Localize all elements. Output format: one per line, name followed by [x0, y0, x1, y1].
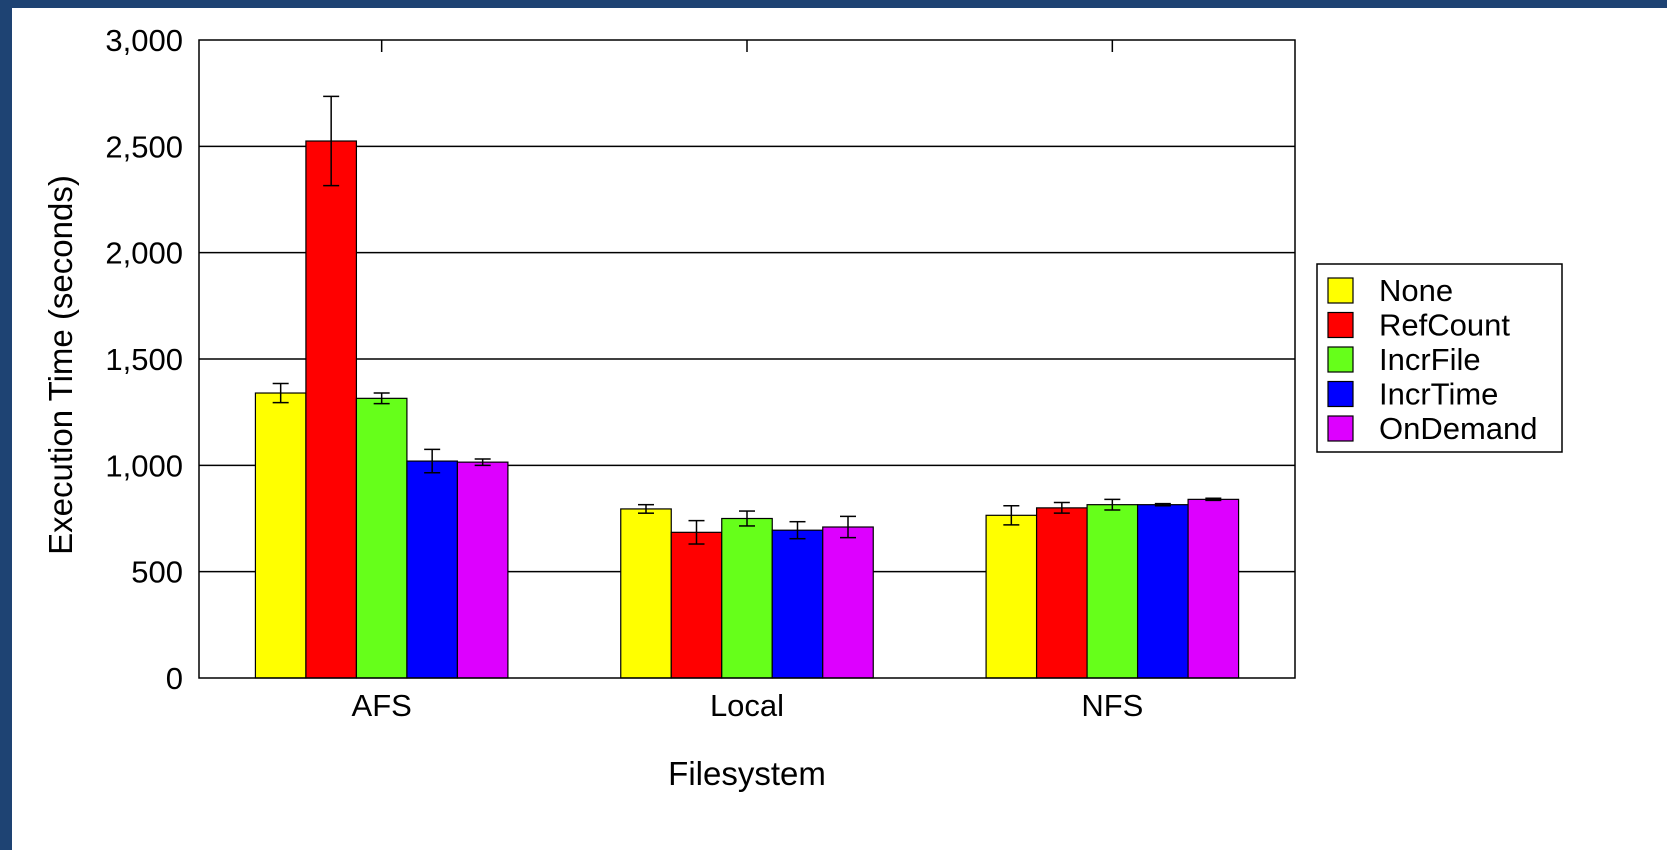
- legend-label-none: None: [1379, 273, 1453, 308]
- bar-incrfile-local: [721, 517, 773, 679]
- legend-swatch-refcount: [1327, 311, 1354, 339]
- legend-swatch-ondemand: [1327, 415, 1354, 442]
- bar-none-nfs: [985, 514, 1038, 679]
- legend-label-refcount: RefCount: [1379, 308, 1510, 343]
- y-tick-label: 500: [131, 555, 183, 590]
- axes: [198, 39, 1296, 679]
- error-bar: [688, 519, 705, 545]
- error-bar: [272, 382, 289, 404]
- legend-swatch-none: [1327, 277, 1354, 304]
- legend-label-incrtime: IncrTime: [1379, 377, 1498, 412]
- chart-frame: 0 500 1,000 1,500 2,000 2,500 3,000 AFS Local NF…: [12, 8, 1667, 850]
- bar-ondemand-nfs: [1187, 498, 1240, 679]
- y-tick-label: 2,000: [105, 236, 183, 271]
- bar-none-afs: [254, 392, 307, 679]
- y-tick-label: 2,500: [105, 129, 183, 164]
- error-bar: [424, 448, 441, 474]
- x-axis-title: Filesystem: [668, 755, 826, 792]
- bar-incrtime-local: [771, 529, 824, 679]
- bar-chart: 0 500 1,000 1,500 2,000 2,500 3,000 AFS Local NF…: [42, 23, 1563, 792]
- legend-box: [1316, 263, 1563, 453]
- bar-group-local: [620, 503, 874, 679]
- bar-refcount-local: [670, 531, 723, 679]
- error-bar: [474, 458, 491, 467]
- bar-incrfile-afs: [355, 397, 408, 679]
- x-tick-label: AFS: [352, 688, 412, 723]
- legend-label-incrfile: IncrFile: [1379, 342, 1481, 377]
- error-bar: [1104, 498, 1121, 511]
- y-axis-title: Execution Time (seconds): [42, 175, 79, 555]
- y-tick-labels: 0 500 1,000 1,500 2,000 2,500 3,000: [105, 23, 183, 696]
- bar-group-afs: [254, 95, 509, 679]
- x-tick-label: Local: [710, 688, 784, 723]
- x-tick-labels: AFS Local NFS: [352, 688, 1144, 723]
- error-bar: [789, 520, 806, 540]
- bar-refcount-nfs: [1035, 507, 1088, 679]
- error-bar: [1154, 502, 1171, 507]
- legend-label-ondemand: OnDemand: [1379, 411, 1538, 446]
- bar-refcount-afs: [305, 140, 358, 679]
- legend-swatch-incrtime: [1327, 380, 1354, 408]
- y-tick-label: 3,000: [105, 23, 183, 58]
- error-bar: [1205, 497, 1222, 502]
- error-bar: [739, 510, 755, 527]
- bar-groups: [254, 95, 1240, 679]
- error-bar: [638, 503, 654, 514]
- bar-incrtime-afs: [406, 460, 459, 679]
- y-tick-label: 1,500: [105, 342, 183, 377]
- bar-ondemand-local: [822, 526, 874, 679]
- error-bar: [1053, 501, 1070, 514]
- bar-incrfile-nfs: [1086, 504, 1139, 679]
- bar-incrtime-nfs: [1136, 504, 1189, 679]
- error-bar: [840, 515, 856, 539]
- error-bar: [373, 392, 390, 405]
- y-tick-label: 0: [166, 661, 183, 696]
- bar-group-nfs: [985, 497, 1240, 679]
- bar-none-local: [620, 508, 672, 679]
- error-bar: [323, 95, 340, 187]
- y-tick-label: 1,000: [105, 448, 183, 483]
- error-bar: [1003, 504, 1020, 526]
- bar-ondemand-afs: [456, 461, 509, 679]
- legend-swatch-incrfile: [1327, 346, 1354, 373]
- x-tick-label: NFS: [1081, 688, 1143, 723]
